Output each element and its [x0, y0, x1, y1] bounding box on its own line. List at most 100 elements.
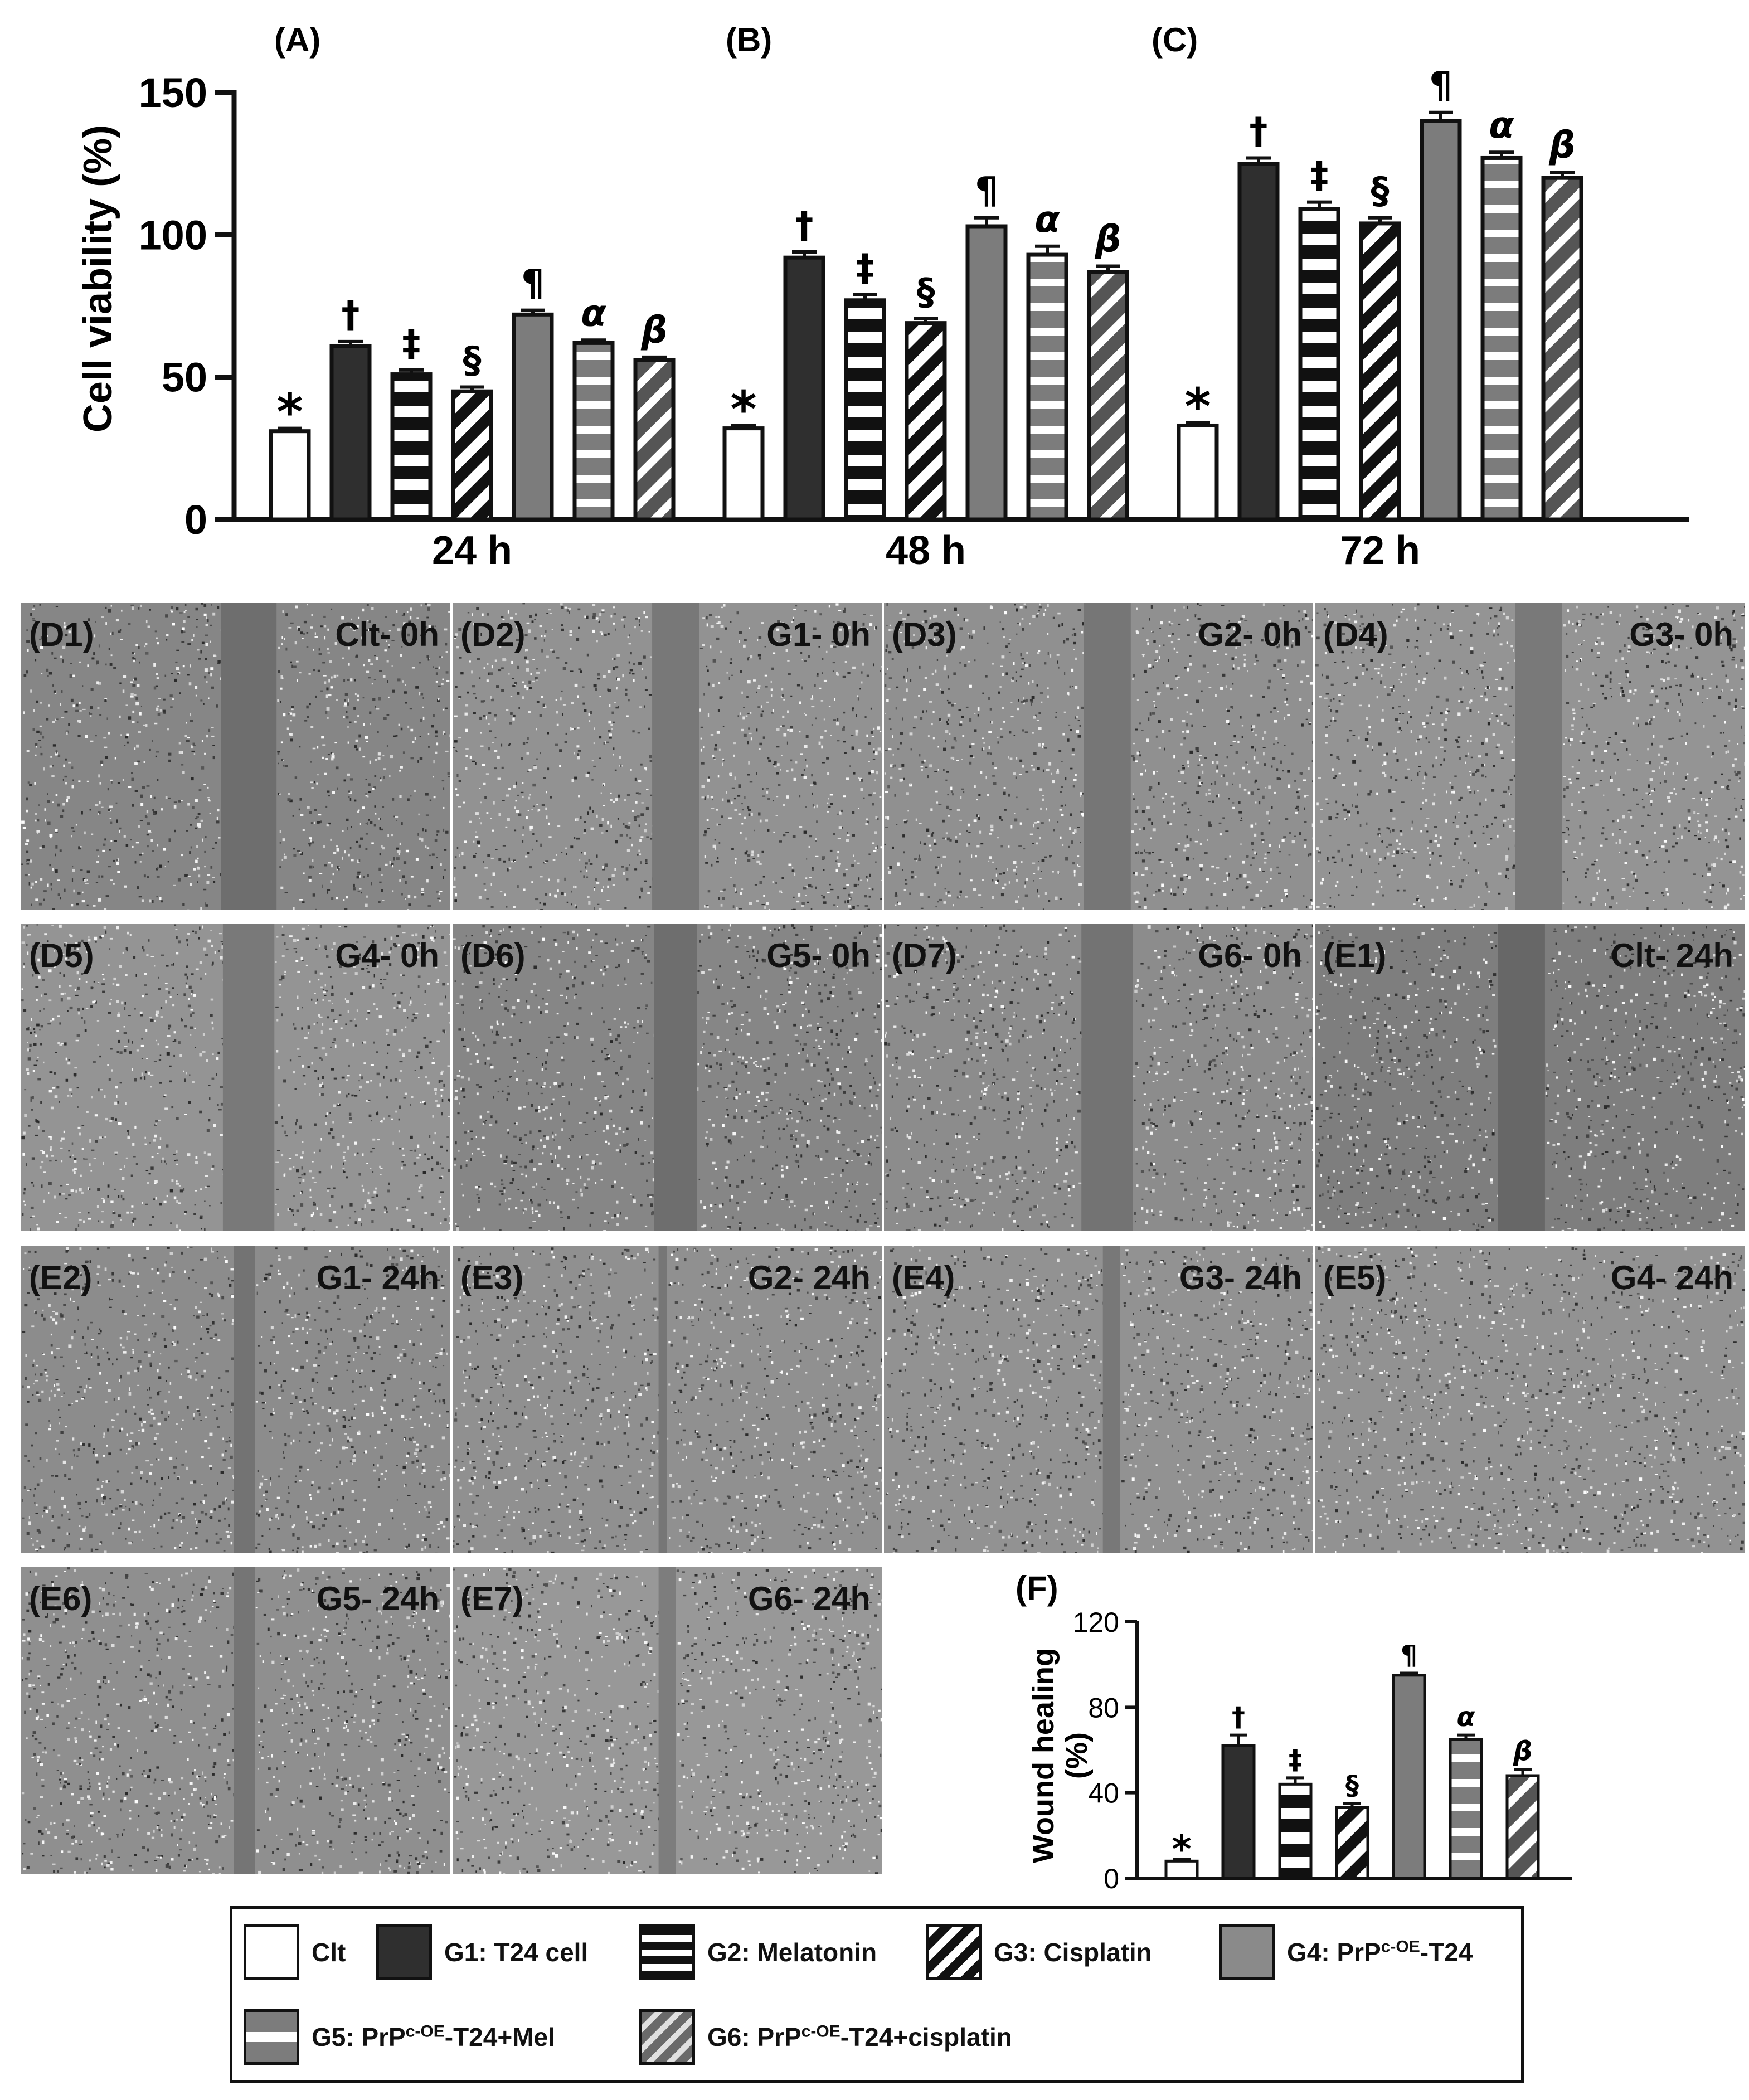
significance-mark: †: [342, 293, 360, 336]
main-bars: [269, 110, 1583, 522]
bar: [1480, 155, 1523, 522]
wound-image-e5: (E5) G4- 24h: [1315, 1246, 1745, 1553]
panel-condition: G3- 24h: [1179, 1259, 1302, 1296]
legend-item: G5: PrPc-OE-T24+Mel: [244, 2009, 555, 2065]
legend-item: G1: T24 cell: [376, 1924, 588, 1980]
panel-label: (D7): [892, 937, 957, 974]
significance-mark: β: [1094, 218, 1121, 261]
significance-mark: §: [1345, 1770, 1359, 1801]
bar: [1087, 270, 1129, 522]
significance-mark: †: [795, 203, 814, 246]
panel-condition: G1- 0h: [766, 616, 871, 653]
wound-healing-chart: (F) 0 40 80 120 Wound healing (%) * † ‡ § ¶ α β: [1016, 1569, 1572, 1894]
bar: [1298, 207, 1340, 522]
legend: Clt G1: T24 cell G2: Melatonin G3: Cisplati…: [230, 1906, 1524, 2083]
cell-texture: [1315, 924, 1745, 1231]
panel-label: (D6): [460, 937, 526, 974]
bar: [1359, 221, 1401, 522]
x-group-label: 72 h: [1340, 528, 1420, 573]
panel-condition: Clt- 0h: [335, 616, 439, 653]
panel-label: (D4): [1323, 616, 1388, 653]
panel-label-f: (F): [1016, 1569, 1058, 1607]
wound-image-e2: (E2) G1- 24h: [21, 1246, 450, 1553]
wound-gap: [1515, 603, 1562, 910]
legend-label: G3: Cisplatin: [994, 1938, 1152, 1967]
wound-image-d6: (D6) G5- 0h: [453, 924, 882, 1231]
bar: [390, 372, 433, 522]
panel-label: (E1): [1323, 937, 1387, 974]
panel-label: (E2): [29, 1259, 93, 1296]
panel-label: (E7): [460, 1580, 524, 1617]
y-axis-title: Cell viability (%): [76, 125, 120, 432]
significance-mark: α: [1489, 104, 1514, 147]
panel-condition: G5- 24h: [316, 1580, 439, 1617]
panel-label: (E4): [892, 1259, 955, 1296]
main-axes: [215, 90, 1689, 522]
panel-condition: Clt- 24h: [1610, 937, 1733, 974]
panel-label: (D1): [29, 616, 94, 653]
panel-condition: G1- 24h: [316, 1259, 439, 1296]
significance-mark: α: [1034, 198, 1060, 241]
cell-texture: [453, 1567, 882, 1874]
bar: [1505, 1774, 1540, 1880]
significance-mark: ¶: [1401, 1640, 1418, 1671]
bar: [783, 255, 825, 522]
panel-condition: G2- 24h: [747, 1259, 871, 1296]
bar: [269, 429, 311, 522]
panel-label-b: (B): [726, 21, 772, 59]
panel-condition: G6- 24h: [747, 1580, 871, 1617]
legend-swatch: [244, 1924, 299, 1980]
wound-gap: [234, 1567, 255, 1874]
bar: [633, 358, 676, 522]
wound-image-e6: (E6) G5- 24h: [21, 1567, 450, 1874]
significance-mark: §: [1371, 169, 1390, 212]
wound-gap: [221, 603, 277, 910]
x-group-label: 48 h: [886, 528, 966, 573]
bar: [1420, 119, 1462, 522]
y-tick-label: 100: [139, 212, 207, 258]
wound-image-e1: (E1) Clt- 24h: [1315, 924, 1745, 1231]
wound-gap: [658, 1567, 676, 1874]
significance-mark: ¶: [1429, 64, 1452, 107]
y-tick-label: 0: [1104, 1863, 1119, 1894]
y-tick-label: 0: [184, 497, 207, 543]
panel-condition: G3- 0h: [1629, 616, 1733, 653]
wound-image-d5: (D5) G4- 0h: [21, 924, 450, 1231]
significance-mark: ‡: [1310, 154, 1329, 197]
significance-mark: ‡: [402, 322, 421, 364]
wound-image-d3: (D3) G2- 0h: [884, 603, 1313, 910]
legend-label: G1: T24 cell: [444, 1938, 589, 1967]
bar: [1221, 1744, 1256, 1880]
legend-swatch: [926, 1924, 982, 1980]
wound-image-d1: (D1) Clt- 0h: [21, 603, 450, 910]
bar: [329, 343, 372, 522]
panel-label: (D5): [29, 937, 94, 974]
bar: [965, 224, 1008, 522]
bar: [1449, 1738, 1483, 1880]
bar: [512, 312, 554, 522]
wound-gap: [658, 1246, 667, 1553]
panel-label-a: (A): [274, 21, 320, 59]
panel-label: (D3): [892, 616, 957, 653]
legend-label: Clt: [312, 1938, 346, 1967]
cell-texture: [884, 924, 1313, 1231]
wound-image-e3: (E3) G2- 24h: [453, 1246, 882, 1553]
wound-gap: [1102, 1246, 1120, 1553]
y-tick-label: 50: [162, 354, 207, 401]
bar: [1237, 162, 1280, 522]
legend-label: G4: PrPc-OE-T24: [1287, 1937, 1473, 1967]
cell-texture: [21, 924, 450, 1231]
panel-label-c: (C): [1152, 21, 1198, 59]
panel-condition: G2- 0h: [1198, 616, 1302, 653]
legend-item: G4: PrPc-OE-T24: [1219, 1924, 1473, 1980]
significance-mark: ‡: [1289, 1744, 1302, 1776]
legend-swatch: [376, 1924, 432, 1980]
significance-mark: ¶: [521, 262, 545, 305]
significance-mark: *: [730, 380, 756, 439]
y-axis-title-unit: (%): [1060, 1732, 1094, 1779]
wound-bars: [1164, 1671, 1540, 1880]
bar: [1335, 1806, 1369, 1880]
bar: [572, 341, 615, 522]
